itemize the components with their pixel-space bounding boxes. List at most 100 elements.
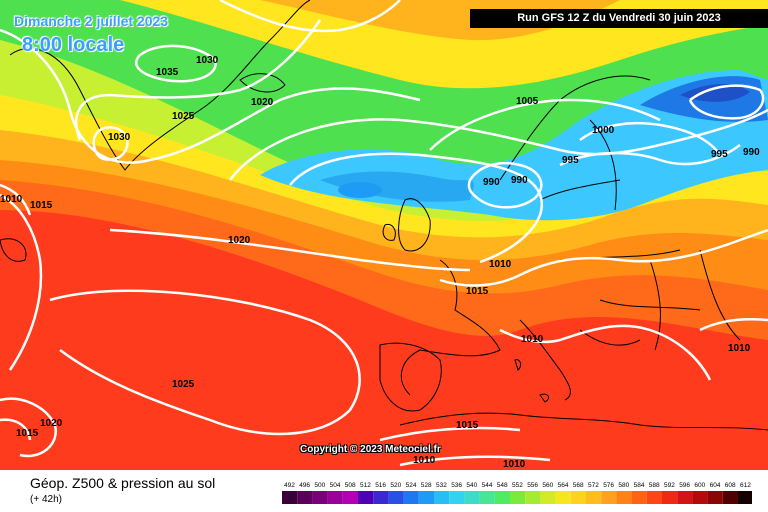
greenland-coast [9,0,311,171]
scale-label: 592 [664,482,675,489]
scale-label: 560 [542,482,553,489]
isobar-label: 1020 [228,235,251,246]
scale-label: 600 [694,482,705,489]
scale-swatch [677,491,693,504]
isobar-1000-low [579,121,722,156]
isobar-label: 1005 [516,96,539,107]
isobar-label: 1015 [16,428,39,439]
scale-label: 608 [725,482,736,489]
isobar-1015-africa [379,426,521,442]
isobar-label: 1000 [592,125,615,136]
scale-label: 588 [649,482,660,489]
scale-label: 548 [497,482,508,489]
iberia-coast [379,342,442,412]
isobar-label: 1015 [466,286,489,297]
scale-swatch [707,491,723,504]
z500-low-light-blue [320,171,474,202]
z500-low-core-west [338,182,382,198]
scale-label: 552 [512,482,523,489]
scale-swatch [373,491,389,504]
geopotential-color-scale: 492 496 500 504 508 512 516 520 524 528 532 536 540 5… [282,482,752,504]
isobar-label: 990 [743,147,760,158]
scale-swatch [282,491,298,504]
isobar-label: 995 [711,149,728,160]
isobar-1020-arc [0,28,421,164]
isobar-label: 1020 [251,97,274,108]
newfoundland-coast [0,238,27,262]
scale-label: 516 [375,482,386,489]
isobar-label: 1025 [172,111,195,122]
scale-swatch [601,491,617,504]
scale-swatch [525,491,541,504]
scale-label: 544 [482,482,493,489]
z500-low-core-east [680,84,750,102]
italy-coast [519,319,571,401]
scale-label: 580 [618,482,629,489]
isobar-label: 1015 [30,200,53,211]
scale-label: 492 [284,482,295,489]
coastlines [0,0,768,431]
scale-label: 584 [634,482,645,489]
scale-swatch [312,491,328,504]
scale-label: 504 [330,482,341,489]
scale-swatch [540,491,556,504]
isobar-1030-north [134,44,217,83]
isobar-1010-med [499,324,712,381]
isobar-label: 990 [511,175,528,186]
scale-label: 528 [421,482,432,489]
scale-label: 556 [527,482,538,489]
british-isles-coast [382,198,431,252]
isobar-1020-atlantic [109,228,471,272]
scale-label: 512 [360,482,371,489]
isobar-label: 1010 [503,459,526,470]
weather-map: 1030 1035 1020 1025 1030 1010 1015 1020 … [0,0,768,470]
forecast-time-title: 8:00 locale [22,34,125,56]
scale-swatch [646,491,662,504]
isobar-990-low-east [688,84,765,120]
isobar-label: 1010 [521,334,544,345]
scale-swatch [738,491,752,504]
scale-swatch [403,491,419,504]
scale-label: 540 [466,482,477,489]
scale-swatch [449,491,465,504]
isobar-1010-east [699,318,768,332]
scale-swatch [510,491,526,504]
isobar-1010-west [0,183,32,216]
isobar-1015-sw [0,418,32,441]
isobar-label: 1010 [0,194,23,205]
scale-swatch [494,491,510,504]
isobar-label: 995 [562,155,579,166]
scale-label: 520 [390,482,401,489]
scale-swatch [464,491,480,504]
scale-label: 532 [436,482,447,489]
scale-swatch [555,491,571,504]
isobar-label: 1030 [196,55,219,66]
isobar-labels: 1030 1035 1020 1025 1030 1010 1015 1020 … [0,55,760,470]
scale-label: 568 [573,482,584,489]
scale-swatch [418,491,434,504]
scale-swatch [434,491,450,504]
isobars [0,0,768,467]
north-africa-coast [399,412,768,431]
scale-label: 604 [710,482,721,489]
scale-swatch [631,491,647,504]
isobar-1025-greenland [75,19,322,141]
isobar-1015-europe [439,228,768,287]
forecast-date-title: Dimanche 2 juillet 2023 [14,13,169,29]
scale-swatch [342,491,358,504]
scale-swatch [722,491,738,504]
iceland-coast [239,73,286,93]
scale-label: 496 [299,482,310,489]
scale-swatch [358,491,374,504]
scale-label: 572 [588,482,599,489]
scale-swatch [570,491,586,504]
scale-swatch [662,491,678,504]
isobar-1015-west [0,193,43,371]
scale-label: 508 [345,482,356,489]
isobar-label: 990 [483,177,500,188]
product-name: Géop. Z500 & pression au sol [30,475,216,491]
scale-label: 564 [558,482,569,489]
isobar-label: 1015 [456,420,479,431]
isobar-990-low-west [467,161,543,209]
isobar-995-low [559,143,741,167]
